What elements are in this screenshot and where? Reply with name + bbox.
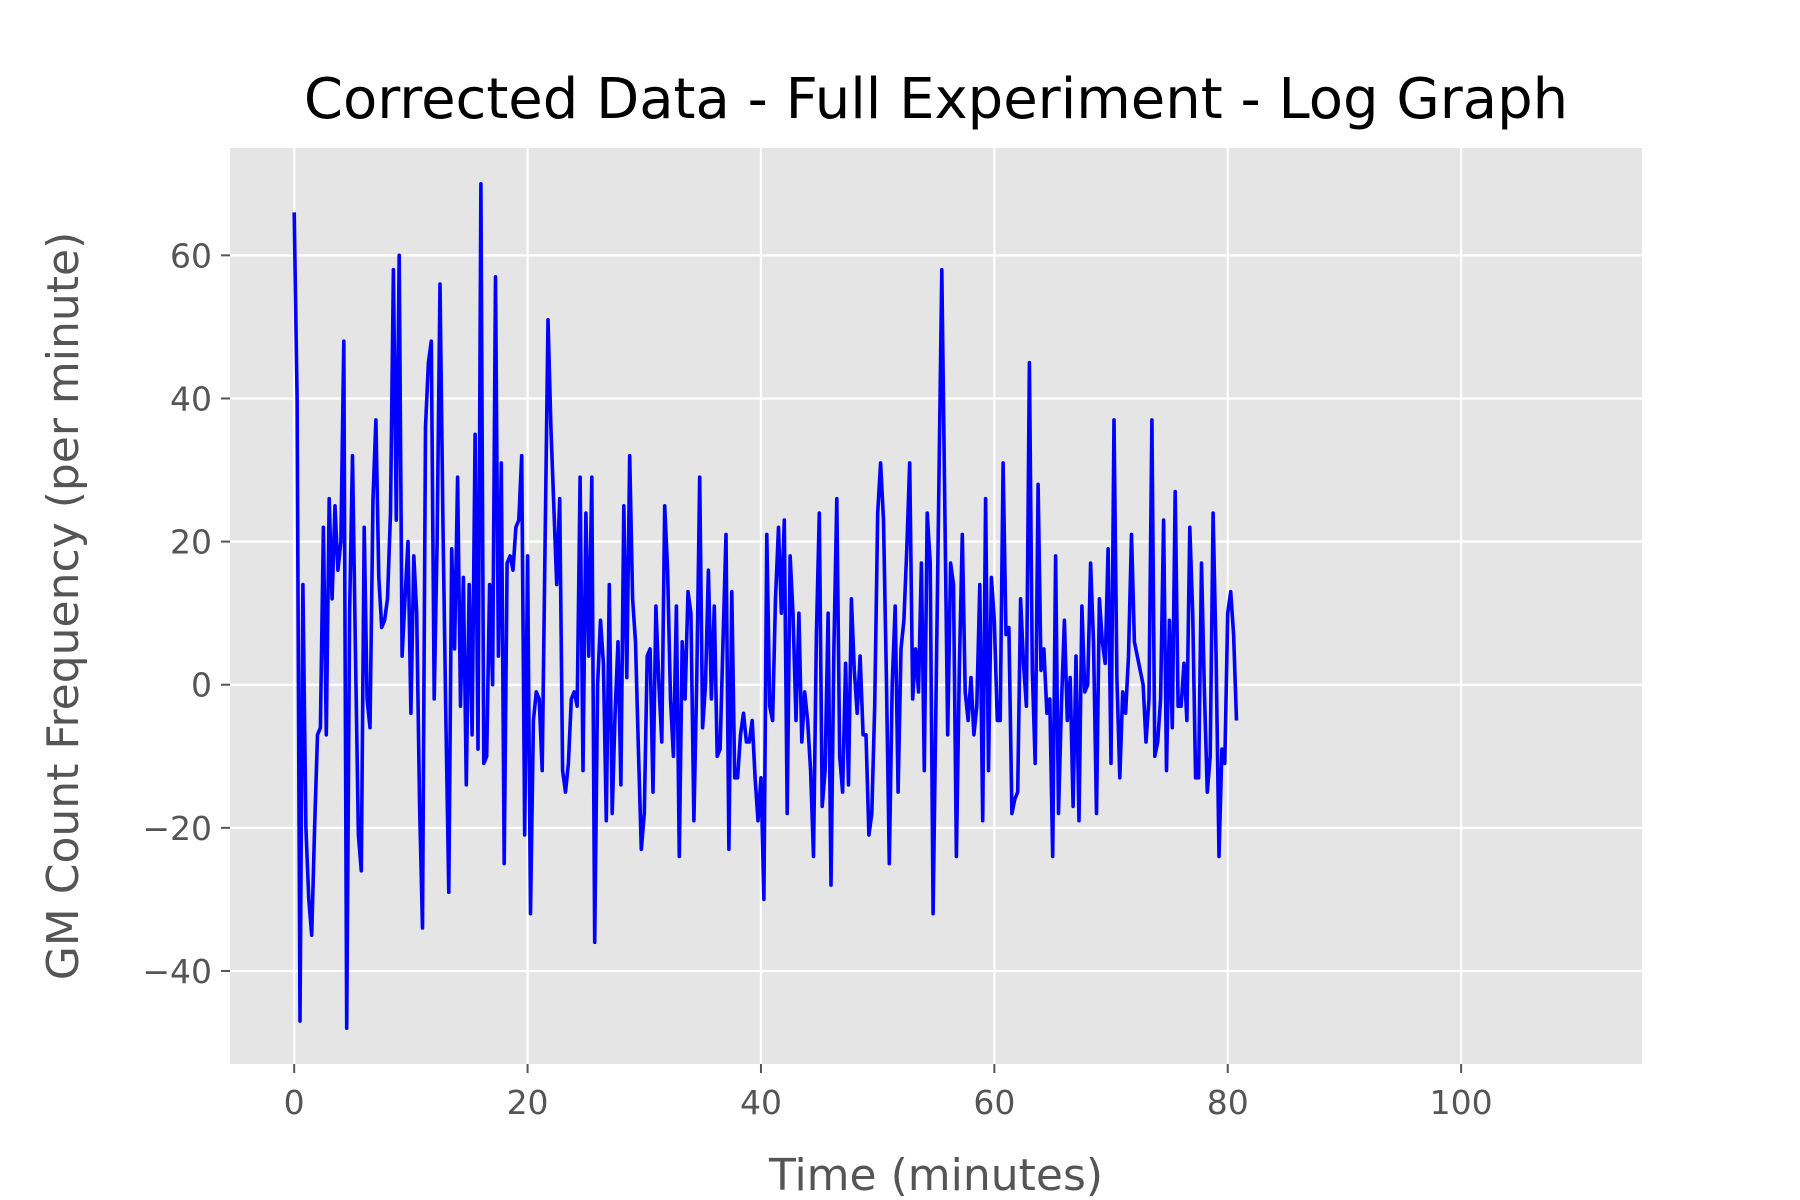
y-axis-label: GM Count Frequency (per minute) bbox=[38, 232, 89, 981]
x-tick-label: 80 bbox=[1207, 1083, 1249, 1122]
y-tick-label: 20 bbox=[170, 523, 212, 562]
chart-title: Corrected Data - Full Experiment - Log G… bbox=[304, 67, 1568, 132]
x-tick-label: 100 bbox=[1430, 1083, 1493, 1122]
y-tick-label: 40 bbox=[170, 379, 212, 418]
x-axis-ticks: 0 20 40 60 80 100 bbox=[284, 1064, 1493, 1122]
x-tick-label: 60 bbox=[973, 1083, 1015, 1122]
series-layer bbox=[292, 182, 1239, 1030]
y-tick-label: −20 bbox=[142, 809, 212, 848]
x-tick-label: 0 bbox=[284, 1083, 305, 1122]
series-line bbox=[292, 182, 1239, 1030]
y-tick-label: −40 bbox=[142, 952, 212, 991]
y-tick-label: 60 bbox=[170, 236, 212, 275]
y-tick-label: 0 bbox=[191, 666, 212, 705]
x-axis-label: Time (minutes) bbox=[768, 1150, 1103, 1200]
x-tick-label: 20 bbox=[507, 1083, 549, 1122]
y-axis-ticks: −40 −20 0 20 40 60 bbox=[142, 236, 230, 991]
x-tick-label: 40 bbox=[740, 1083, 782, 1122]
